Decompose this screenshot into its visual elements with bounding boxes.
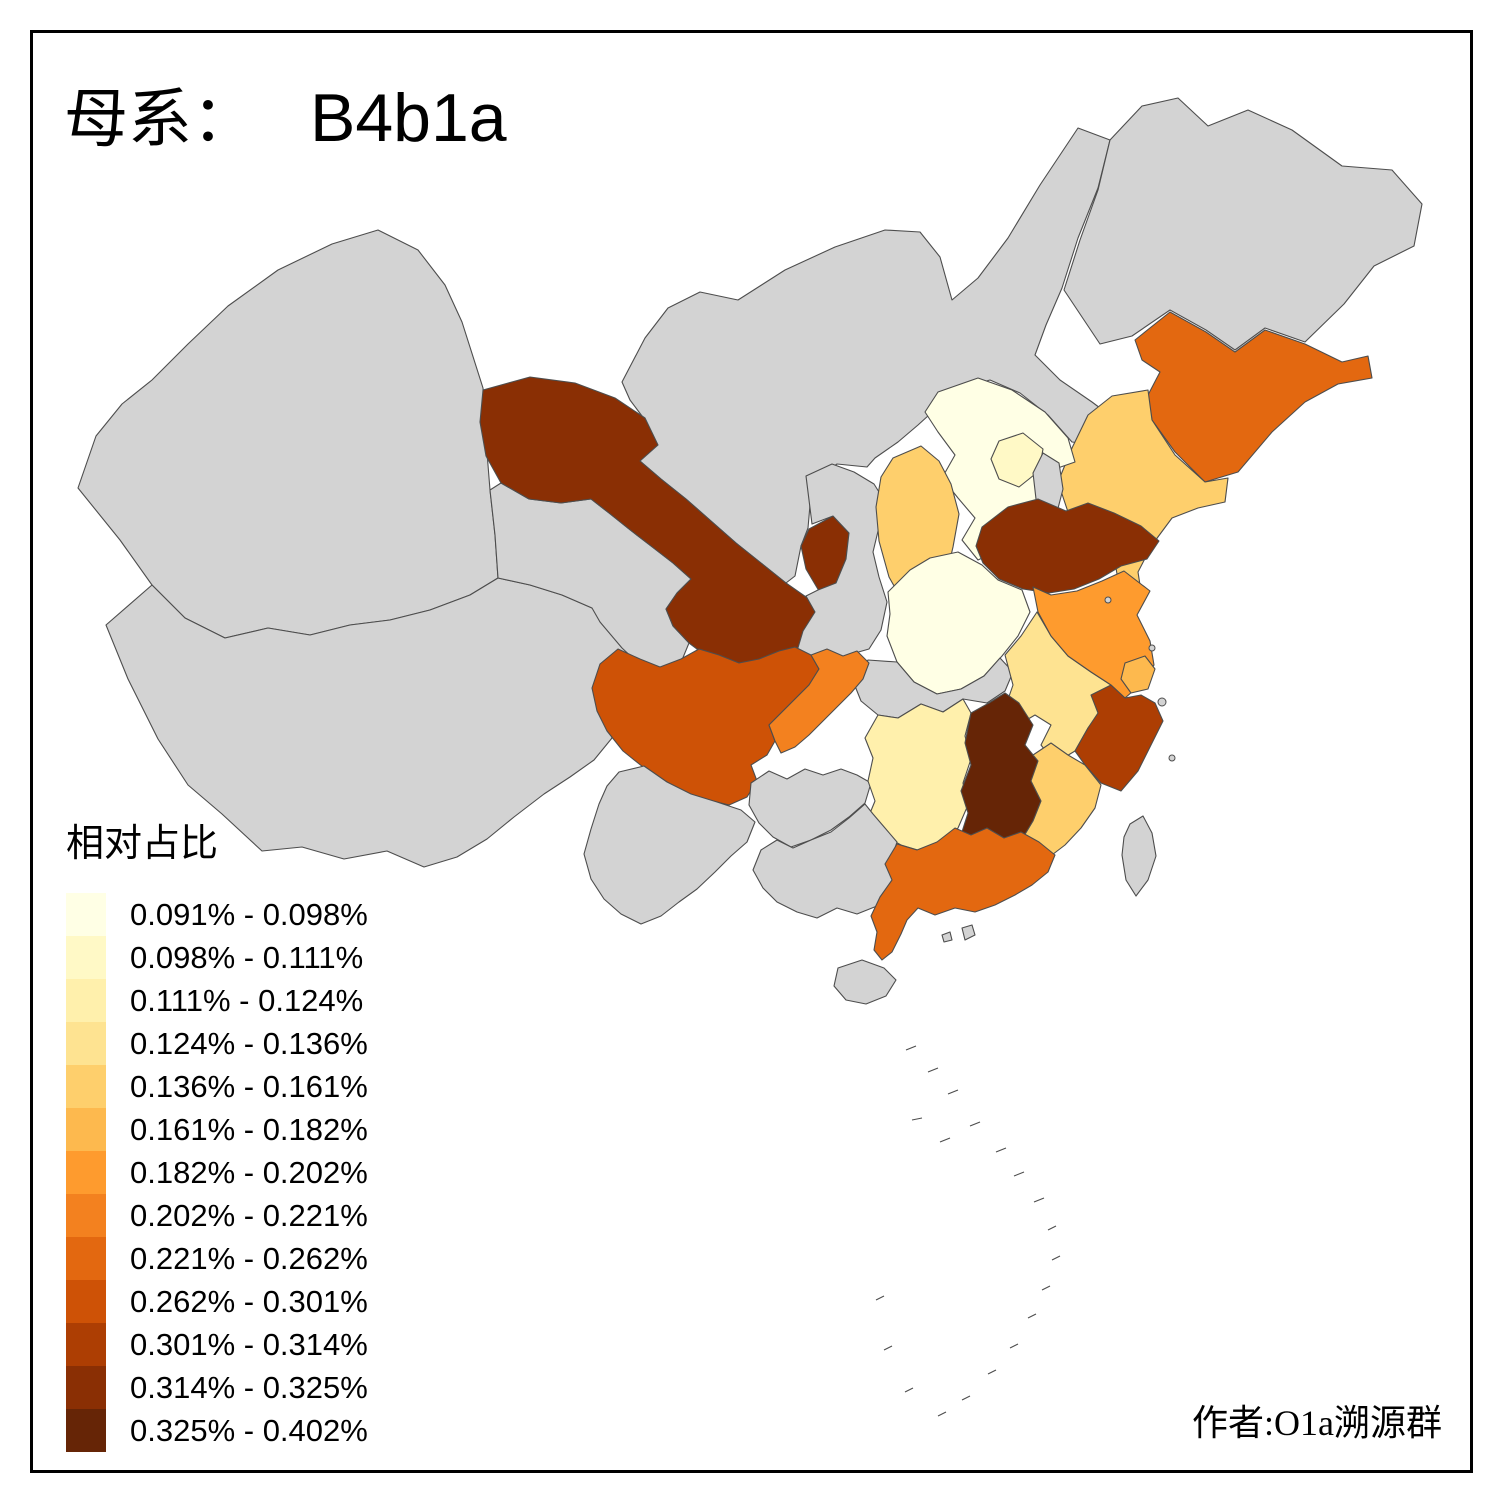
legend-row: 0.301% - 0.314% bbox=[66, 1323, 368, 1366]
legend-row: 0.202% - 0.221% bbox=[66, 1194, 368, 1237]
legend-swatch bbox=[66, 893, 106, 936]
legend-label: 0.091% - 0.098% bbox=[130, 896, 368, 932]
legend-swatch bbox=[66, 1108, 106, 1151]
legend-label: 0.136% - 0.161% bbox=[130, 1068, 368, 1104]
province-shapes bbox=[77, 97, 1423, 1005]
legend-row: 0.314% - 0.325% bbox=[66, 1366, 368, 1409]
legend-swatch bbox=[66, 1194, 106, 1237]
legend-label: 0.221% - 0.262% bbox=[130, 1240, 368, 1276]
south-china-sea-islands bbox=[875, 1045, 1061, 1417]
province-beijing bbox=[990, 432, 1044, 488]
province-hongkong bbox=[961, 924, 976, 941]
province-hunan bbox=[864, 698, 972, 852]
province-hainan bbox=[833, 959, 897, 1005]
legend-label: 0.262% - 0.301% bbox=[130, 1283, 368, 1319]
province-zhejiang bbox=[1074, 684, 1164, 792]
province-shandong bbox=[975, 498, 1160, 594]
title-haplogroup: B4b1a bbox=[310, 80, 507, 156]
province-guizhou bbox=[748, 768, 872, 848]
province-heilongjiang bbox=[1063, 97, 1423, 351]
legend-label: 0.111% - 0.124% bbox=[130, 982, 364, 1018]
legend-row: 0.182% - 0.202% bbox=[66, 1151, 368, 1194]
legend-row: 0.136% - 0.161% bbox=[66, 1065, 368, 1108]
legend-row: 0.325% - 0.402% bbox=[66, 1409, 368, 1452]
province-macau bbox=[941, 931, 953, 943]
legend-row: 0.111% - 0.124% bbox=[66, 979, 368, 1022]
coastal-islands bbox=[1104, 596, 1176, 762]
province-hubei bbox=[852, 657, 1014, 719]
province-guangdong bbox=[870, 827, 1056, 961]
plot-border-frame bbox=[30, 30, 1473, 1473]
legend-label: 0.124% - 0.136% bbox=[130, 1025, 368, 1061]
province-chongqing bbox=[768, 648, 870, 754]
legend-label: 0.098% - 0.111% bbox=[130, 939, 364, 975]
title-prefix: 母系： bbox=[64, 84, 256, 155]
legend-swatch bbox=[66, 1409, 106, 1452]
province-xinjiang bbox=[77, 229, 499, 639]
legend-label: 0.202% - 0.221% bbox=[130, 1197, 368, 1233]
page-title: 母系： B4b1a bbox=[64, 68, 507, 160]
province-henan bbox=[886, 551, 1031, 695]
legend-row: 0.098% - 0.111% bbox=[66, 936, 368, 979]
legend-swatch bbox=[66, 1065, 106, 1108]
province-yunnan bbox=[583, 765, 756, 925]
author-credit: 作者:O1a溯源群 bbox=[1192, 1403, 1442, 1443]
province-fujian bbox=[1020, 742, 1102, 859]
legend-swatch bbox=[66, 1151, 106, 1194]
legend-label: 0.161% - 0.182% bbox=[130, 1111, 368, 1147]
legend-row: 0.091% - 0.098% bbox=[66, 893, 368, 936]
legend-title: 相对占比 bbox=[66, 823, 219, 865]
legend-swatch bbox=[66, 1237, 106, 1280]
legend-row: 0.221% - 0.262% bbox=[66, 1237, 368, 1280]
legend-swatch bbox=[66, 1022, 106, 1065]
legend-label: 0.301% - 0.314% bbox=[130, 1326, 368, 1362]
legend-row: 0.161% - 0.182% bbox=[66, 1108, 368, 1151]
legend: 相对占比 0.091% - 0.098% 0.098% - 0.111% 0.1… bbox=[66, 812, 368, 1452]
legend-swatch bbox=[66, 1323, 106, 1366]
legend-swatch bbox=[66, 979, 106, 1022]
legend-label: 0.182% - 0.202% bbox=[130, 1154, 368, 1190]
legend-swatch bbox=[66, 936, 106, 979]
legend-swatch bbox=[66, 1280, 106, 1323]
legend-row: 0.124% - 0.136% bbox=[66, 1022, 368, 1065]
province-shanghai bbox=[1120, 655, 1156, 694]
legend-swatch bbox=[66, 1366, 106, 1409]
legend-row: 0.262% - 0.301% bbox=[66, 1280, 368, 1323]
province-taiwan bbox=[1121, 815, 1157, 897]
legend-label: 0.314% - 0.325% bbox=[130, 1369, 368, 1405]
legend-label: 0.325% - 0.402% bbox=[130, 1412, 368, 1448]
